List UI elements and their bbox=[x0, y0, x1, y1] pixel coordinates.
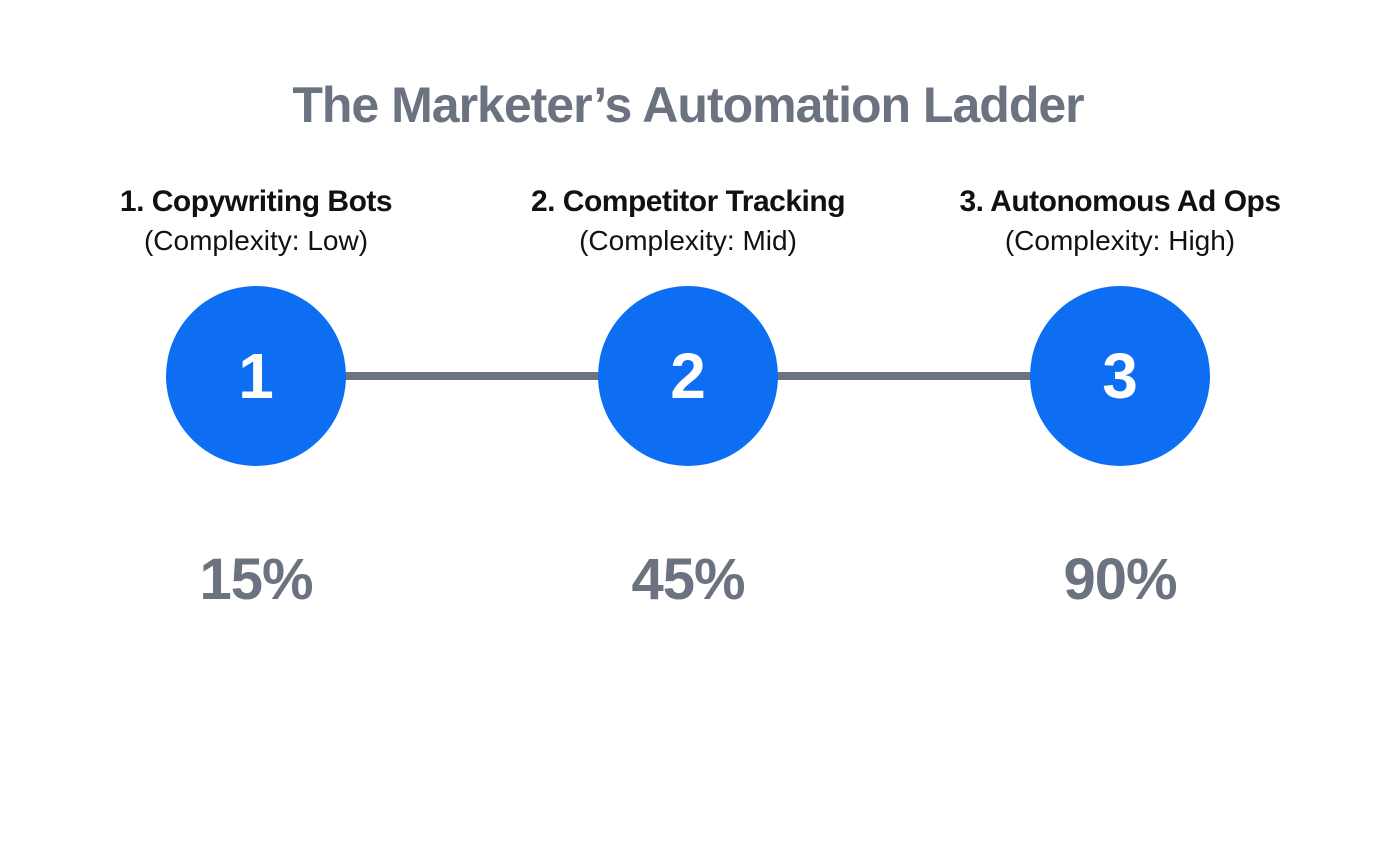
step-percent: 15% bbox=[199, 547, 313, 612]
step-circle: 2 bbox=[598, 286, 778, 466]
step-complexity: (Complexity: Mid) bbox=[579, 225, 797, 256]
step-3-autonomous-ad-ops: 3. Autonomous Ad Ops (Complexity: High) … bbox=[904, 184, 1336, 613]
step-name: 2. Competitor Tracking bbox=[530, 185, 846, 218]
step-circle: 3 bbox=[1030, 286, 1210, 466]
step-complexity: (Complexity: High) bbox=[1004, 225, 1236, 256]
step-percent: 90% bbox=[1063, 547, 1177, 612]
page-title: The Marketer’s Automation Ladder bbox=[292, 77, 1084, 133]
ladder-row: 1. Copywriting Bots (Complexity: Low) 1 … bbox=[40, 184, 1336, 613]
step-1-copywriting-bots: 1. Copywriting Bots (Complexity: Low) 1 … bbox=[40, 184, 472, 613]
step-circle-number: 2 bbox=[670, 340, 706, 412]
automation-ladder-diagram: The Marketer’s Automation Ladder 1. Copy… bbox=[0, 76, 1376, 844]
step-name: 1. Copywriting Bots bbox=[119, 185, 393, 218]
step-circle-number: 3 bbox=[1102, 340, 1138, 412]
step-percent: 45% bbox=[631, 547, 745, 612]
step-name: 3. Autonomous Ad Ops bbox=[959, 185, 1281, 218]
step-circle: 1 bbox=[166, 286, 346, 466]
step-2-competitor-tracking: 2. Competitor Tracking (Complexity: Mid)… bbox=[472, 184, 904, 613]
step-complexity: (Complexity: Low) bbox=[143, 225, 369, 256]
step-circle-number: 1 bbox=[238, 340, 274, 412]
